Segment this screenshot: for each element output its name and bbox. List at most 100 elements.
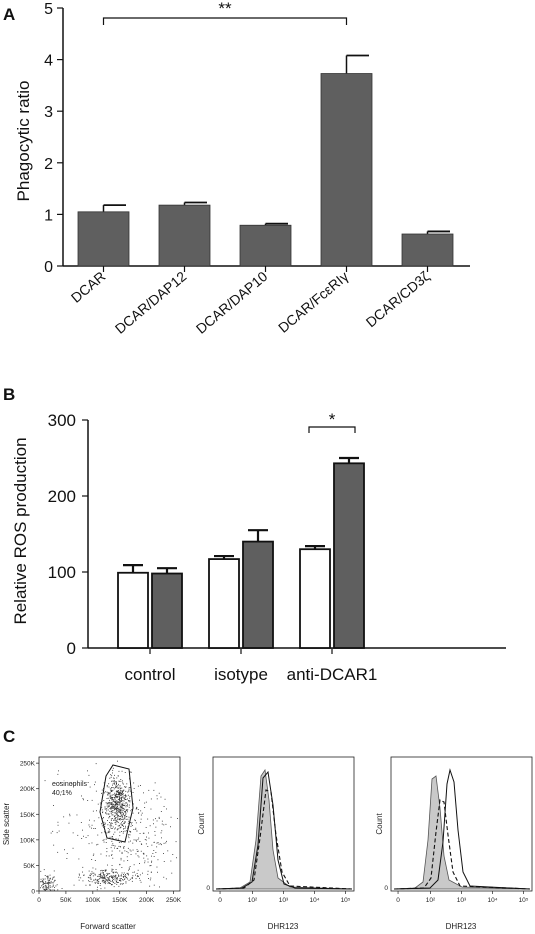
scatter-dot: [40, 870, 42, 872]
scatter-dot: [64, 849, 65, 851]
scatter-dot: [52, 830, 54, 832]
scatter-dot: [110, 794, 112, 796]
scatter-dot: [128, 867, 130, 869]
scatter-dot: [142, 832, 144, 834]
scatter-dot: [95, 763, 97, 765]
scatter-dot: [122, 816, 123, 818]
scatter-dot: [97, 803, 99, 805]
scatter-dot: [104, 869, 106, 871]
scatter-dot: [120, 813, 122, 815]
scatter-dot: [111, 836, 113, 838]
scatter-dot: [128, 790, 129, 792]
scatter-dot: [41, 880, 43, 882]
x-tick-label: isotype: [214, 665, 268, 684]
scatter-dot: [154, 834, 156, 836]
scatter-dot: [121, 823, 123, 825]
scatter-dot: [112, 876, 114, 878]
scatter-dot: [118, 802, 120, 803]
scatter-dot: [83, 799, 84, 801]
scatter-dot: [93, 879, 95, 881]
scatter-dot: [104, 806, 106, 808]
histogram-1-filled: [215, 768, 353, 890]
scatter-dot: [110, 875, 112, 877]
scatter-dot: [115, 827, 116, 829]
scatter-dot: [103, 873, 104, 875]
scatter-dot: [119, 827, 121, 829]
scatter-dot: [115, 795, 116, 797]
scatter-dot: [97, 881, 99, 883]
scatter-dot: [117, 828, 119, 830]
scatter-xlabel: Forward scatter: [80, 922, 136, 931]
scatter-dot: [116, 802, 118, 804]
y-tick-label: 0: [384, 885, 388, 892]
x-tick-label: anti-DCAR1: [287, 665, 378, 684]
scatter-dot: [120, 841, 122, 843]
scatter-dot: [117, 882, 118, 883]
scatter-dot: [95, 878, 96, 880]
scatter-dot: [120, 878, 122, 879]
scatter-dot: [117, 806, 118, 808]
scatter-dot: [127, 803, 128, 805]
scatter-dot: [102, 877, 104, 879]
scatter-dot: [116, 829, 118, 831]
scatter-dot: [146, 855, 148, 857]
scatter-dot: [78, 879, 80, 881]
scatter-dot: [106, 805, 108, 807]
scatter-dot: [127, 852, 129, 854]
scatter-dot: [112, 838, 114, 840]
scatter-dot: [120, 806, 122, 808]
scatter-dot: [115, 804, 117, 806]
scatter-dot: [121, 807, 123, 809]
scatter-dot: [111, 803, 113, 805]
scatter-dot: [107, 802, 109, 804]
scatter-dot: [104, 887, 106, 889]
scatter-dot: [128, 820, 130, 822]
x-tick-label: DCAR/CD3ζ: [363, 268, 433, 330]
scatter-dot: [94, 784, 95, 786]
scatter-dot: [49, 889, 51, 891]
scatter-dot: [58, 770, 59, 772]
bar: [77, 211, 130, 267]
scatter-dot: [107, 828, 109, 829]
x-tick-label: 50K: [60, 897, 72, 904]
scatter-dot: [126, 805, 128, 806]
scatter-dot: [106, 879, 108, 881]
scatter-dot: [111, 865, 113, 866]
scatter-dot: [119, 801, 121, 803]
scatter-dot: [60, 791, 62, 793]
scatter-dot: [116, 782, 117, 784]
scatter-dot: [150, 871, 152, 873]
scatter-dot: [153, 841, 155, 843]
scatter-dot: [158, 792, 160, 794]
scatter-dot: [145, 827, 147, 828]
scatter-dot: [108, 804, 110, 806]
scatter-dot: [115, 875, 117, 877]
scatter-dot: [118, 801, 120, 803]
scatter-dot: [42, 878, 44, 880]
scatter-dot: [154, 782, 156, 784]
scatter-dot: [114, 831, 116, 833]
scatter-dot: [108, 805, 109, 807]
scatter-dot: [113, 809, 115, 811]
scatter-dot: [152, 853, 154, 854]
scatter-dot: [107, 809, 109, 811]
scatter-dot: [52, 876, 54, 878]
scatter-dot: [95, 790, 97, 792]
scatter-dot: [111, 802, 112, 804]
scatter-dot: [153, 884, 155, 886]
scatter-dot: [117, 821, 119, 823]
scatter-dot: [109, 793, 111, 795]
scatter-dot: [48, 878, 50, 880]
bar: [117, 571, 149, 649]
scatter-frame: [38, 756, 181, 892]
scatter-dot: [158, 818, 160, 819]
scatter-dot: [137, 875, 139, 876]
scatter-dot: [135, 878, 137, 880]
scatter-dot: [46, 875, 48, 877]
scatter-dot: [114, 802, 116, 803]
scatter-dot: [115, 821, 117, 822]
scatter-dot: [122, 780, 123, 782]
scatter-dot: [69, 813, 71, 815]
scatter-dot: [46, 883, 48, 885]
